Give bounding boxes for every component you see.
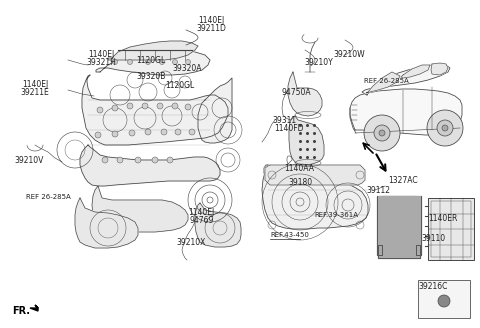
Bar bbox=[431, 201, 471, 257]
Polygon shape bbox=[377, 196, 421, 258]
Text: 39216C: 39216C bbox=[418, 282, 447, 291]
Circle shape bbox=[157, 103, 163, 109]
Bar bbox=[428, 198, 474, 260]
Circle shape bbox=[145, 129, 151, 135]
Polygon shape bbox=[265, 165, 365, 185]
Circle shape bbox=[442, 125, 448, 131]
Text: 39311: 39311 bbox=[272, 116, 296, 125]
Text: 94769: 94769 bbox=[190, 216, 215, 225]
Polygon shape bbox=[431, 63, 448, 75]
Circle shape bbox=[438, 295, 450, 307]
Text: 1140FD: 1140FD bbox=[274, 124, 303, 133]
Text: FR.: FR. bbox=[12, 306, 30, 316]
Circle shape bbox=[374, 125, 390, 141]
Polygon shape bbox=[82, 75, 228, 145]
Circle shape bbox=[145, 59, 151, 65]
Circle shape bbox=[129, 130, 135, 136]
Circle shape bbox=[185, 104, 191, 110]
Polygon shape bbox=[382, 196, 416, 245]
Polygon shape bbox=[198, 78, 232, 143]
Circle shape bbox=[152, 157, 158, 163]
Polygon shape bbox=[366, 72, 400, 93]
Text: 1140EJ: 1140EJ bbox=[188, 208, 214, 217]
Text: 94750A: 94750A bbox=[282, 88, 312, 97]
Text: 1327AC: 1327AC bbox=[388, 176, 418, 185]
Circle shape bbox=[97, 107, 103, 113]
Circle shape bbox=[112, 105, 118, 111]
Circle shape bbox=[379, 130, 385, 136]
Text: 1140EJ: 1140EJ bbox=[22, 80, 48, 89]
Text: 39211D: 39211D bbox=[196, 24, 226, 33]
Circle shape bbox=[159, 59, 165, 65]
Text: REF.39-361A: REF.39-361A bbox=[314, 212, 358, 218]
Polygon shape bbox=[262, 165, 368, 229]
Text: REF 26-285A: REF 26-285A bbox=[364, 78, 409, 84]
Text: 1140EJ: 1140EJ bbox=[88, 50, 114, 59]
Polygon shape bbox=[92, 186, 188, 232]
Polygon shape bbox=[288, 72, 322, 116]
Polygon shape bbox=[401, 65, 430, 78]
Text: 39210Y: 39210Y bbox=[304, 58, 333, 67]
Circle shape bbox=[112, 131, 118, 137]
Circle shape bbox=[172, 103, 178, 109]
Text: 39210X: 39210X bbox=[176, 238, 205, 247]
Text: 1120GL: 1120GL bbox=[136, 56, 165, 65]
Polygon shape bbox=[350, 89, 462, 135]
Circle shape bbox=[112, 59, 118, 65]
Text: 1140ER: 1140ER bbox=[428, 214, 457, 223]
Circle shape bbox=[95, 132, 101, 138]
Text: 39211E: 39211E bbox=[20, 88, 49, 97]
Circle shape bbox=[175, 129, 181, 135]
Circle shape bbox=[128, 59, 132, 65]
Text: 39112: 39112 bbox=[366, 186, 390, 195]
Circle shape bbox=[142, 103, 148, 109]
Text: 39210W: 39210W bbox=[333, 50, 365, 59]
Text: REF.43-450: REF.43-450 bbox=[270, 232, 309, 238]
Polygon shape bbox=[75, 198, 138, 248]
Polygon shape bbox=[289, 116, 324, 165]
Text: 39180: 39180 bbox=[288, 178, 312, 187]
Text: REF 26-285A: REF 26-285A bbox=[26, 194, 71, 200]
Polygon shape bbox=[30, 305, 38, 311]
Polygon shape bbox=[80, 145, 220, 186]
Circle shape bbox=[102, 157, 108, 163]
Text: 39321H: 39321H bbox=[86, 58, 116, 67]
Circle shape bbox=[427, 110, 463, 146]
Circle shape bbox=[161, 129, 167, 135]
Text: 1120GL: 1120GL bbox=[165, 81, 194, 90]
Circle shape bbox=[185, 59, 191, 65]
Polygon shape bbox=[195, 203, 241, 247]
Circle shape bbox=[135, 157, 141, 163]
Circle shape bbox=[172, 59, 178, 65]
Text: 1140EJ: 1140EJ bbox=[198, 16, 224, 25]
Polygon shape bbox=[362, 64, 450, 95]
Text: 39210V: 39210V bbox=[14, 156, 43, 165]
Circle shape bbox=[364, 115, 400, 151]
Text: 1140AA: 1140AA bbox=[284, 164, 314, 173]
Polygon shape bbox=[108, 41, 198, 60]
Polygon shape bbox=[96, 50, 210, 75]
Bar bbox=[418, 280, 470, 318]
Circle shape bbox=[437, 120, 453, 136]
Text: 39320B: 39320B bbox=[136, 72, 166, 81]
Text: 39320A: 39320A bbox=[172, 64, 202, 73]
Text: 39110: 39110 bbox=[421, 234, 445, 243]
Circle shape bbox=[167, 157, 173, 163]
Circle shape bbox=[127, 103, 133, 109]
Circle shape bbox=[117, 157, 123, 163]
Circle shape bbox=[189, 129, 195, 135]
